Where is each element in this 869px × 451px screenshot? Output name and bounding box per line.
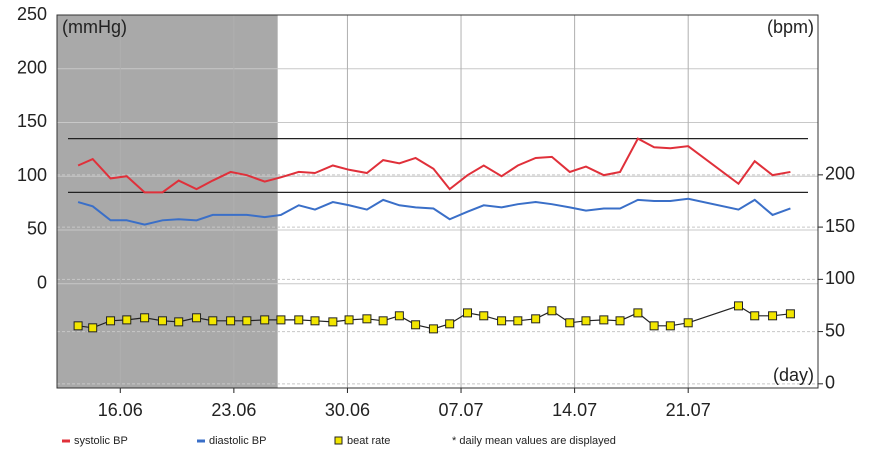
marker [378,316,388,326]
x-tick-label: 14.07 [552,400,597,420]
marker [513,316,523,326]
marker [276,315,286,325]
x-tick-label: 21.07 [666,400,711,420]
y2-tick-label: 0 [825,373,835,393]
marker [344,315,354,325]
marker [328,317,338,327]
y-tick-label: 200 [17,57,47,77]
marker [599,315,609,325]
marker [733,301,743,311]
x-tick-label: 30.06 [325,400,370,420]
marker [665,321,675,331]
marker [547,306,557,316]
legend-label: diastolic BP [209,435,266,447]
marker [174,317,184,327]
marker [479,311,489,321]
marker [157,316,167,326]
marker [497,316,507,326]
marker [785,309,795,319]
marker [428,324,438,334]
y2-tick-label: 50 [825,320,845,340]
marker [411,320,421,330]
legend-swatch [334,436,343,445]
marker [683,318,693,328]
marker [310,316,320,326]
marker [565,318,575,328]
marker [294,315,304,325]
note: * daily mean values are displayed [452,435,616,447]
marker [208,316,218,326]
y2-axis-label: (bpm) [767,17,814,37]
marker [649,321,659,331]
y2-tick-label: 150 [825,216,855,236]
marker [88,323,98,333]
y-tick-label: 50 [27,219,47,239]
x-axis-label: (day) [773,365,814,385]
marker [633,308,643,318]
x-tick-label: 07.07 [439,400,484,420]
x-tick-label: 16.06 [98,400,143,420]
legend-label: beat rate [347,435,390,447]
marker [140,313,150,323]
x-tick-label: 23.06 [211,400,256,420]
marker [260,315,270,325]
y2-tick-label: 100 [825,268,855,288]
marker [394,311,404,321]
marker [768,311,778,321]
legend-label: systolic BP [74,435,128,447]
marker [192,313,202,323]
series-line [77,137,791,194]
y-tick-label: 150 [17,111,47,131]
y-tick-label: 0 [37,272,47,292]
marker [106,316,116,326]
marker [73,321,83,331]
marker [750,311,760,321]
marker [463,308,473,318]
marker [122,315,132,325]
marker [531,314,541,324]
marker [445,319,455,329]
y-tick-label: 100 [17,165,47,185]
marker [615,316,625,326]
plot-frame [56,14,819,389]
marker [226,316,236,326]
marker [581,316,591,326]
marker [362,314,372,324]
marker [242,316,252,326]
y-axis-label: (mmHg) [62,17,127,37]
y-tick-label: 250 [17,4,47,24]
series-line [77,197,791,226]
y2-tick-label: 200 [825,164,855,184]
